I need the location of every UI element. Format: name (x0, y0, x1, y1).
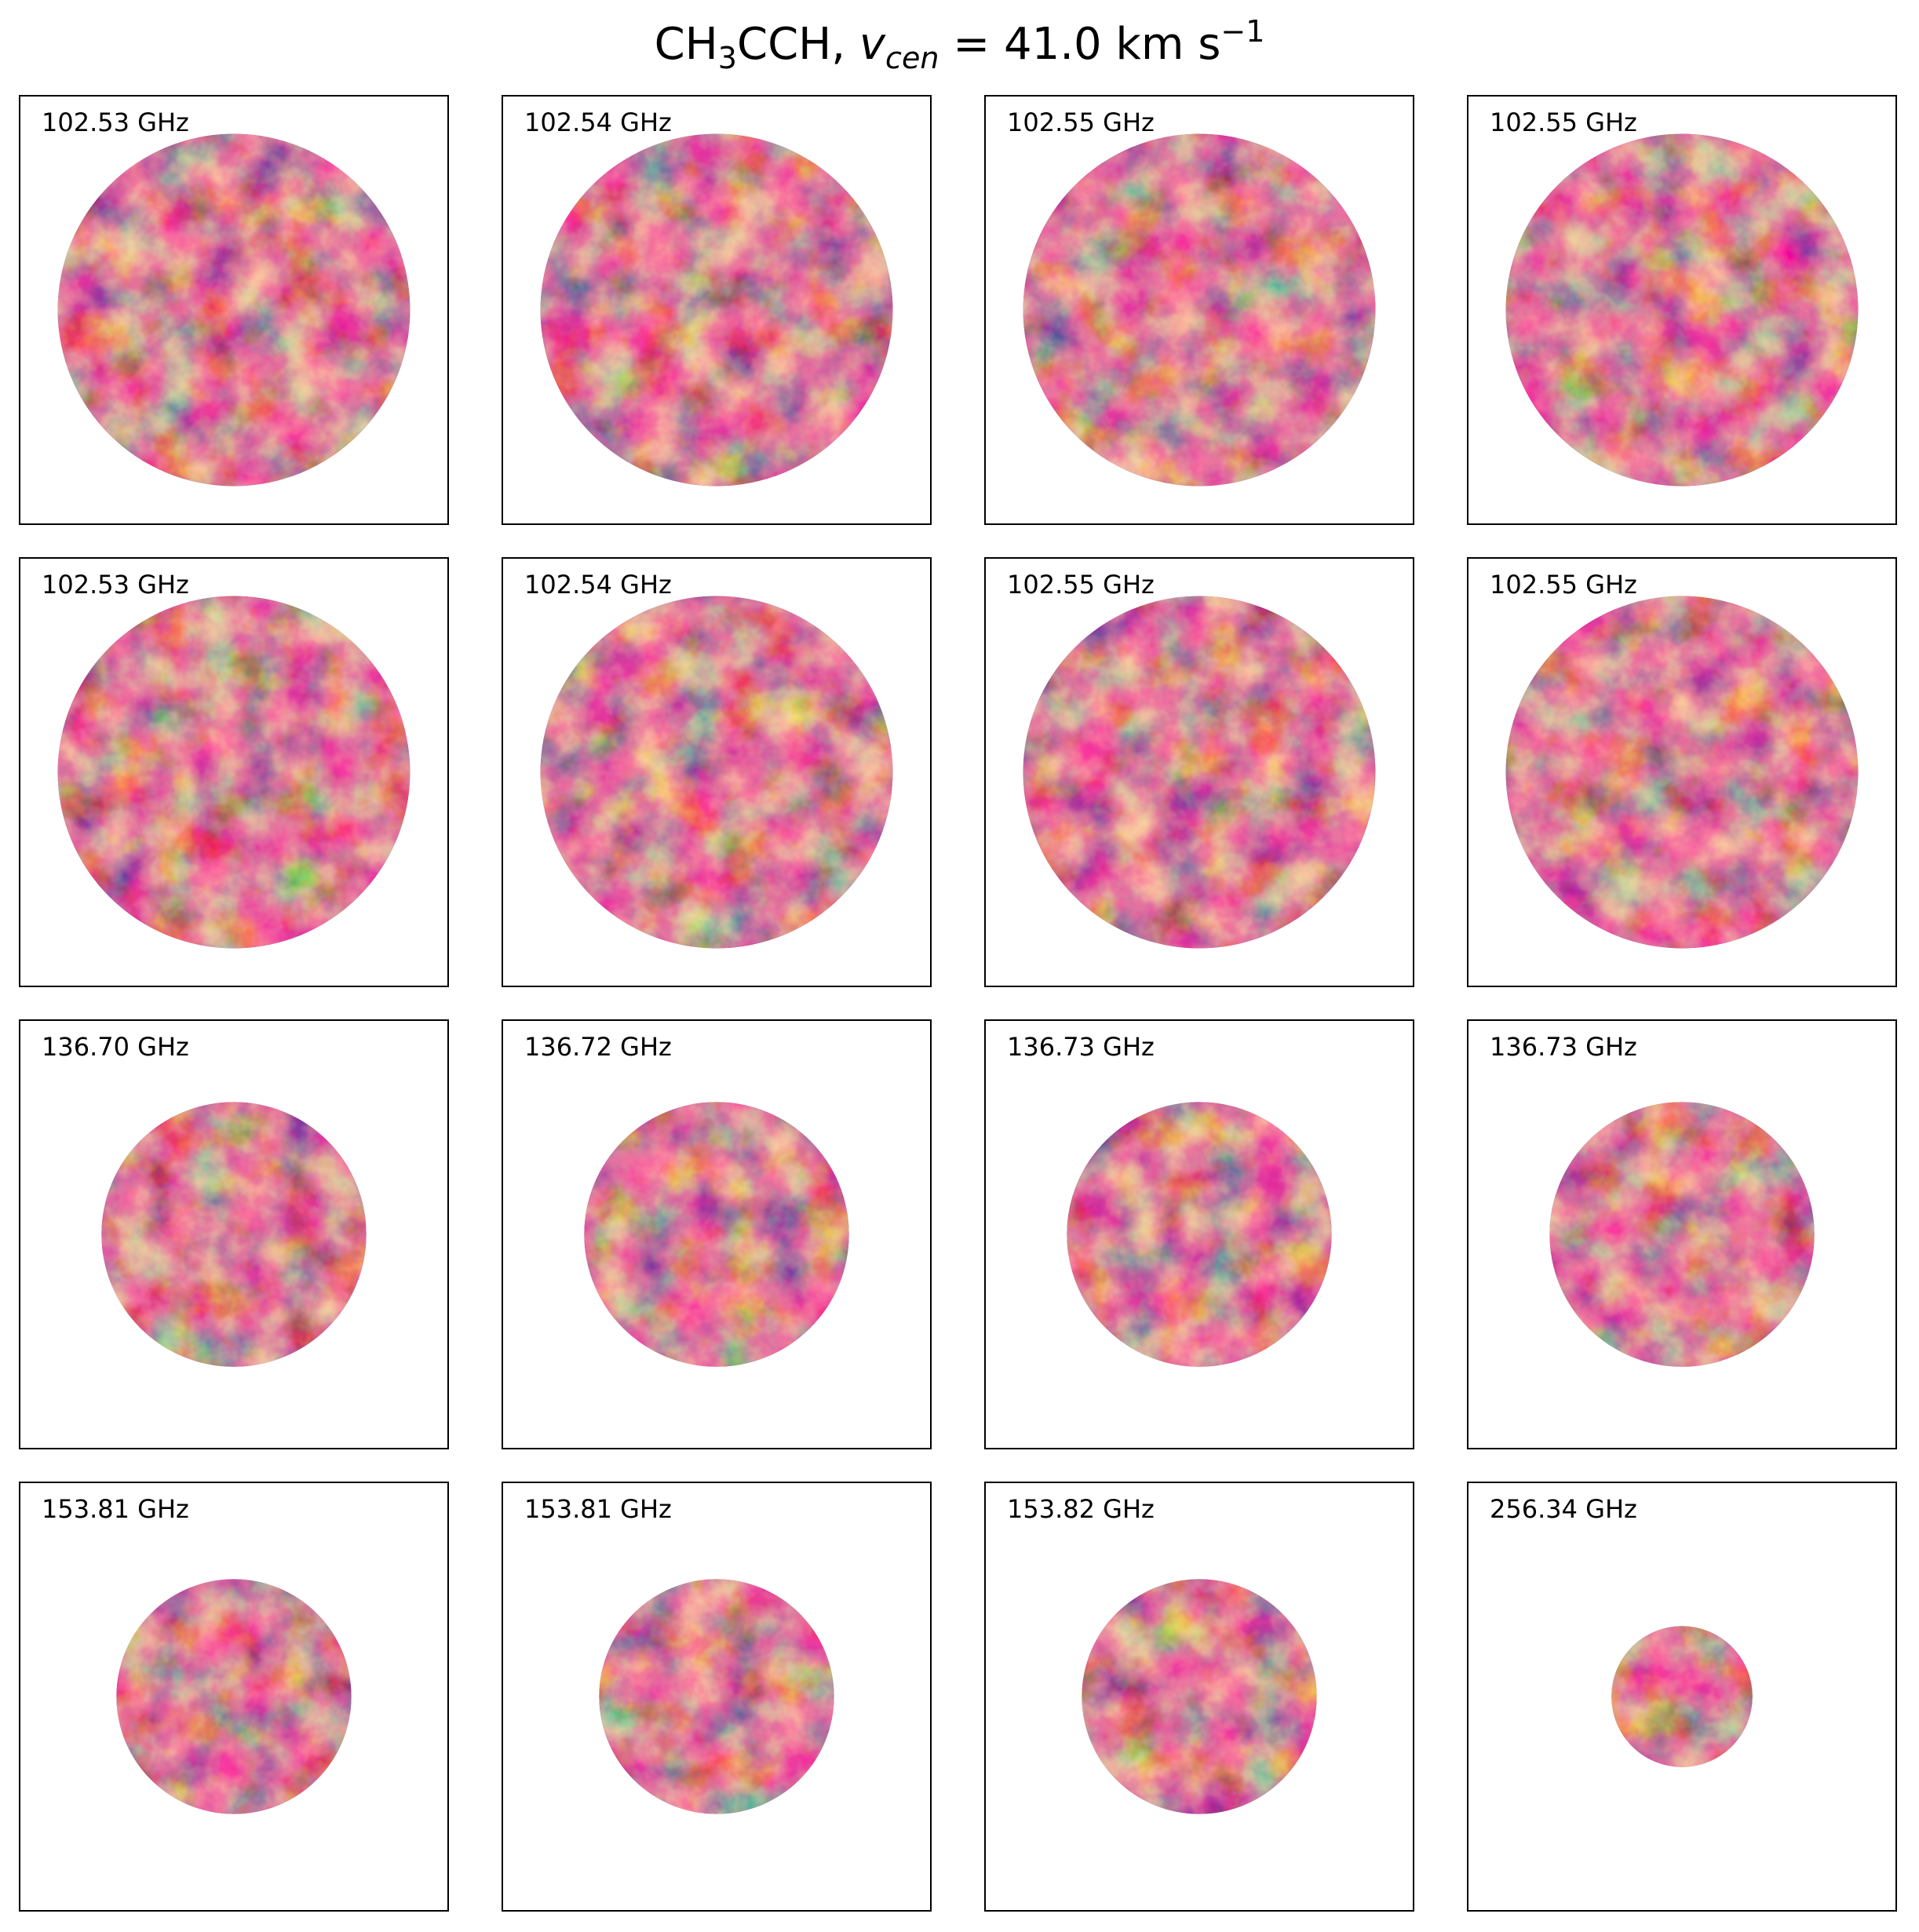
map-canvas (1611, 1626, 1753, 1767)
frequency-label: 153.81 GHz (42, 1494, 189, 1524)
frequency-label: 102.53 GHz (42, 108, 189, 137)
intensity-map (57, 133, 410, 487)
channel-map-panel: 153.81 GHz (19, 1482, 449, 1912)
frequency-label: 102.55 GHz (1007, 108, 1155, 137)
intensity-map (101, 1102, 367, 1367)
map-canvas (540, 133, 893, 487)
map-canvas (584, 1102, 849, 1367)
channel-map-panel: 102.54 GHz (502, 557, 932, 987)
frequency-label: 136.72 GHz (524, 1032, 672, 1062)
frequency-label: 153.82 GHz (1007, 1494, 1155, 1524)
channel-map-panel: 153.81 GHz (502, 1482, 932, 1912)
map-canvas (1505, 596, 1859, 949)
channel-map-panel: 153.82 GHz (984, 1482, 1414, 1912)
channel-map-panel: 256.34 GHz (1467, 1482, 1897, 1912)
map-canvas (1549, 1102, 1815, 1367)
intensity-map (1549, 1102, 1815, 1367)
map-canvas (101, 1102, 367, 1367)
intensity-map (540, 133, 893, 487)
title-value: = 41.0 km s (953, 19, 1221, 70)
title-v-symbol: v (859, 19, 886, 70)
intensity-map (57, 596, 410, 949)
frequency-label: 102.55 GHz (1490, 570, 1637, 600)
channel-map-panel: 102.55 GHz (1467, 95, 1897, 525)
map-canvas (1067, 1102, 1332, 1367)
map-canvas (57, 596, 410, 949)
channel-map-panel: 136.73 GHz (1467, 1019, 1897, 1449)
intensity-map (1082, 1579, 1317, 1814)
frequency-label: 136.73 GHz (1490, 1032, 1637, 1062)
intensity-map (1505, 596, 1859, 949)
frequency-label: 102.53 GHz (42, 570, 189, 600)
channel-map-panel: 136.73 GHz (984, 1019, 1414, 1449)
channel-map-panel: 136.70 GHz (19, 1019, 449, 1449)
intensity-map (1023, 596, 1376, 949)
frequency-label: 153.81 GHz (524, 1494, 672, 1524)
title-species-b: CCH, (736, 19, 846, 70)
channel-map-panel: 102.53 GHz (19, 557, 449, 987)
map-canvas (599, 1579, 834, 1814)
frequency-label: 136.73 GHz (1007, 1032, 1155, 1062)
title-exponent: −1 (1220, 14, 1265, 49)
intensity-map (540, 596, 893, 949)
channel-map-panel: 102.55 GHz (1467, 557, 1897, 987)
map-canvas (1082, 1579, 1317, 1814)
channel-map-panel: 102.55 GHz (984, 95, 1414, 525)
frequency-label: 102.55 GHz (1490, 108, 1637, 137)
frequency-label: 102.54 GHz (524, 108, 672, 137)
intensity-map (584, 1102, 849, 1367)
intensity-map (1505, 133, 1859, 487)
intensity-map (1067, 1102, 1332, 1367)
channel-map-panel: 102.55 GHz (984, 557, 1414, 987)
title-v-sub: cen (885, 41, 939, 75)
frequency-label: 102.54 GHz (524, 570, 672, 600)
intensity-map (1611, 1626, 1753, 1767)
frequency-label: 136.70 GHz (42, 1032, 189, 1062)
channel-map-panel: 102.54 GHz (502, 95, 932, 525)
map-canvas (1023, 133, 1376, 487)
frequency-label: 102.55 GHz (1007, 570, 1155, 600)
channel-map-panel: 136.72 GHz (502, 1019, 932, 1449)
figure-title: CH3CCH, vcen = 41.0 km s−1 (0, 14, 1919, 75)
title-species-a: CH (654, 19, 718, 70)
frequency-label: 256.34 GHz (1490, 1494, 1637, 1524)
title-species-sub: 3 (717, 41, 737, 75)
intensity-map (599, 1579, 834, 1814)
map-canvas (1505, 133, 1859, 487)
map-canvas (1023, 596, 1376, 949)
map-canvas (57, 133, 410, 487)
intensity-map (1023, 133, 1376, 487)
map-canvas (540, 596, 893, 949)
channel-map-panel: 102.53 GHz (19, 95, 449, 525)
intensity-map (116, 1579, 352, 1814)
map-canvas (116, 1579, 352, 1814)
